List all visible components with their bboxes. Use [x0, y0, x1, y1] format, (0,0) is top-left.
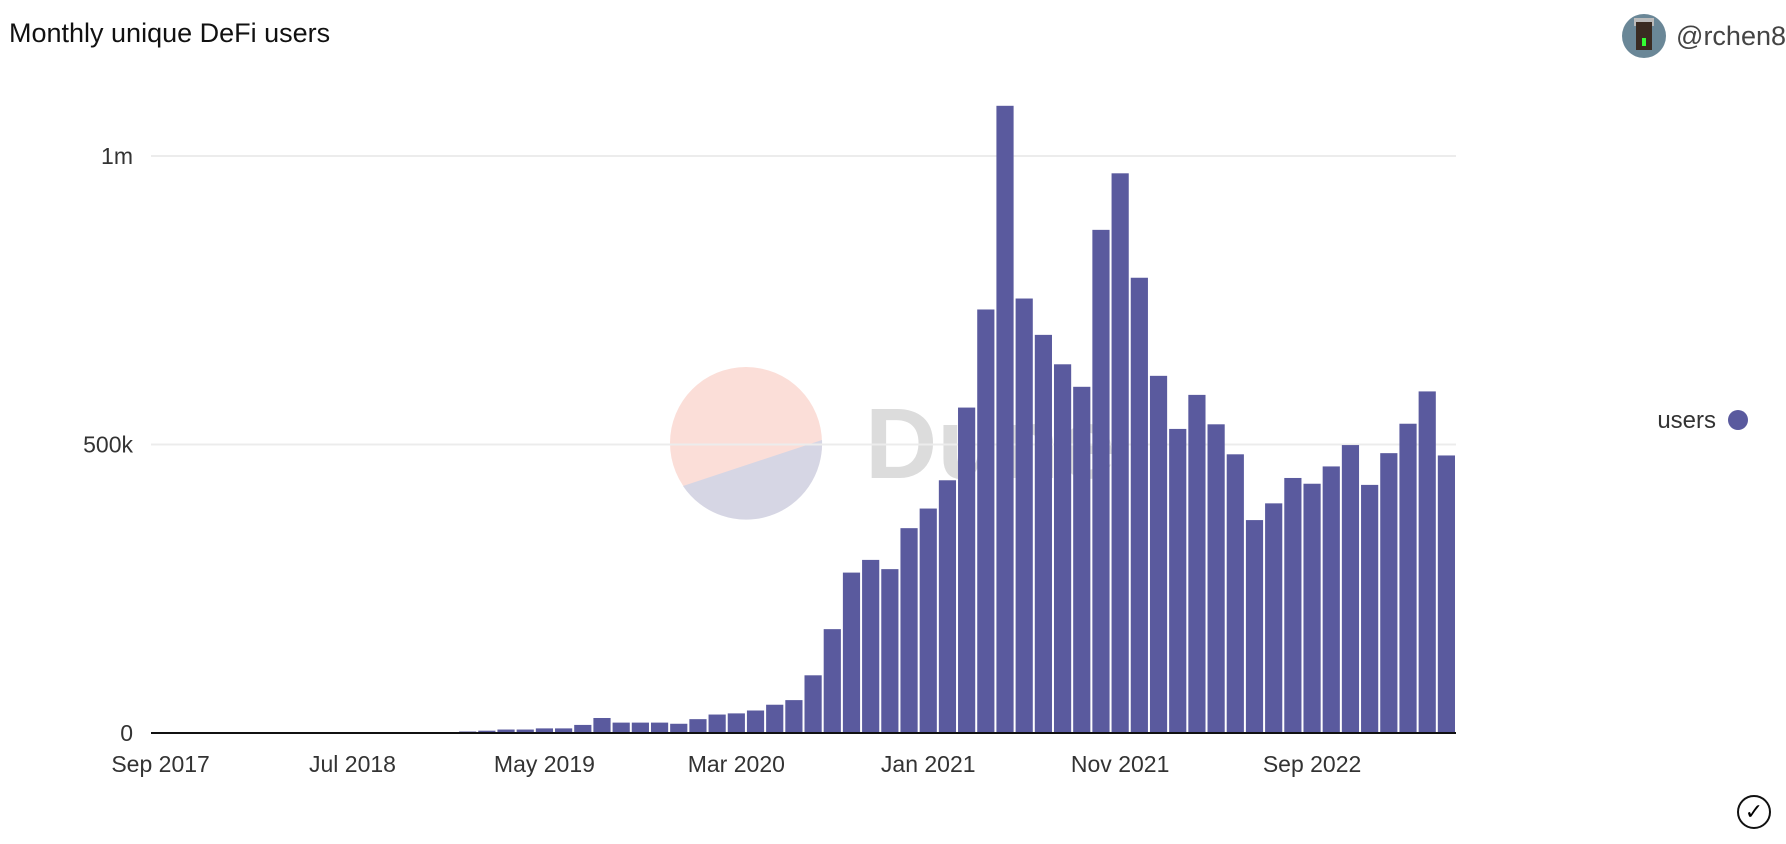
bar-2020-03[interactable]: [727, 713, 745, 733]
x-tick-label: Jan 2021: [881, 751, 976, 777]
bar-2019-07[interactable]: [574, 724, 592, 733]
bar-2022-03[interactable]: [1188, 394, 1206, 733]
bar-2019-08[interactable]: [593, 717, 611, 733]
bar-2023-03[interactable]: [1418, 391, 1436, 733]
avatar[interactable]: [1622, 14, 1667, 58]
bar-2019-12[interactable]: [670, 723, 688, 733]
legend-label: users: [1657, 407, 1716, 434]
x-tick-label: Sep 2022: [1263, 751, 1361, 777]
bar-2022-09[interactable]: [1303, 483, 1321, 733]
y-tick-label: 500k: [83, 432, 133, 458]
bar-2020-01[interactable]: [689, 719, 707, 733]
bar-2021-06[interactable]: [1015, 298, 1033, 733]
bar-2019-10[interactable]: [631, 722, 649, 733]
bar-2022-01[interactable]: [1149, 375, 1168, 733]
check-circle-icon[interactable]: ✓: [1737, 795, 1771, 829]
bar-2019-05[interactable]: [535, 728, 554, 733]
bar-2019-04[interactable]: [516, 729, 534, 733]
bar-2021-12[interactable]: [1130, 277, 1148, 733]
x-tick-label: May 2019: [494, 751, 595, 777]
y-tick-label: 0: [120, 720, 133, 746]
bar-2022-07[interactable]: [1265, 503, 1283, 733]
bar-2023-04[interactable]: [1437, 455, 1455, 733]
bar-2021-04[interactable]: [977, 309, 995, 733]
bar-2019-06[interactable]: [555, 728, 573, 733]
bar-2022-10[interactable]: [1322, 466, 1340, 733]
bar-2019-03[interactable]: [497, 729, 515, 733]
bar-2019-09[interactable]: [612, 722, 630, 733]
bar-2022-08[interactable]: [1284, 477, 1302, 733]
author-handle[interactable]: @rchen8: [1676, 20, 1786, 51]
legend-dot: [1728, 410, 1748, 430]
bar-2022-12[interactable]: [1361, 484, 1379, 733]
bar-2021-07[interactable]: [1034, 334, 1052, 733]
bar-2020-07[interactable]: [804, 675, 822, 733]
bar-2021-05[interactable]: [996, 105, 1014, 733]
bar-2020-10[interactable]: [862, 559, 880, 733]
bar-2021-09[interactable]: [1073, 386, 1091, 733]
bar-2020-09[interactable]: [842, 572, 861, 733]
bar-2023-01[interactable]: [1380, 453, 1398, 733]
bar-2021-01[interactable]: [919, 508, 937, 733]
x-tick-label: Mar 2020: [688, 751, 785, 777]
bar-2020-12[interactable]: [900, 528, 918, 733]
bar-2021-11[interactable]: [1111, 173, 1129, 733]
bar-2021-02[interactable]: [938, 480, 957, 733]
bar-2019-02[interactable]: [478, 730, 496, 733]
bar-2020-11[interactable]: [881, 569, 899, 733]
bar-2022-02[interactable]: [1169, 428, 1187, 733]
bar-2021-10[interactable]: [1092, 229, 1110, 733]
chart-title: Monthly unique DeFi users: [9, 18, 331, 48]
bar-2022-06[interactable]: [1245, 520, 1264, 733]
bar-2022-11[interactable]: [1341, 445, 1360, 733]
bar-2020-06[interactable]: [785, 700, 803, 733]
x-tick-label: Sep 2017: [111, 751, 209, 777]
author[interactable]: @rchen8: [1622, 14, 1786, 58]
bar-2020-08[interactable]: [823, 629, 841, 733]
bar-2021-08[interactable]: [1053, 364, 1072, 733]
bar-2020-05[interactable]: [766, 704, 784, 733]
bar-2021-03[interactable]: [958, 407, 976, 733]
x-tick-label: Nov 2021: [1071, 751, 1169, 777]
bar-2023-02[interactable]: [1399, 423, 1417, 733]
bar-2020-02[interactable]: [708, 714, 726, 733]
y-tick-label: 1m: [101, 143, 133, 169]
legend[interactable]: users: [1657, 407, 1748, 434]
bar-2020-04[interactable]: [746, 710, 765, 733]
bar-2022-05[interactable]: [1226, 454, 1244, 733]
bar-2022-04[interactable]: [1207, 424, 1225, 733]
x-tick-label: Jul 2018: [309, 751, 396, 777]
bar-2019-11[interactable]: [650, 722, 669, 733]
